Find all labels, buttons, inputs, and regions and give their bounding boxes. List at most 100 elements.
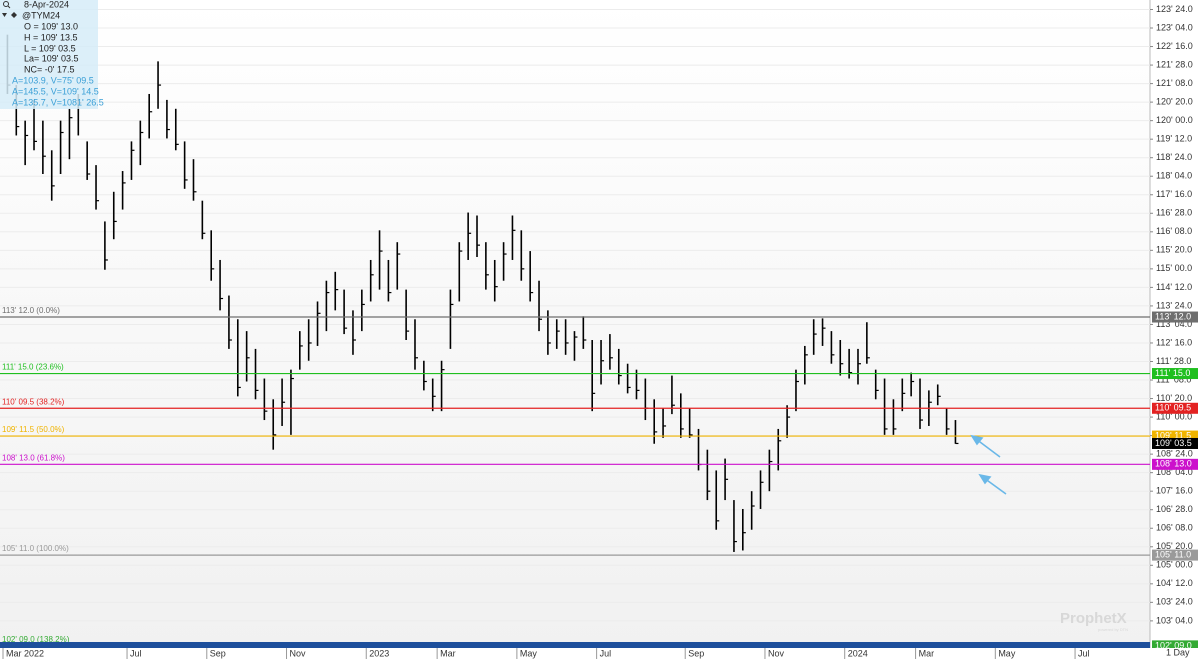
y-tick-label: 120' 20.0 <box>1156 96 1193 106</box>
level-axis-label: 111' 15.0 <box>1155 368 1190 378</box>
arrow <box>975 438 1001 458</box>
info-date: 8-Apr-2024 <box>24 0 69 9</box>
x-tick-label: Sep <box>210 648 226 658</box>
x-tick-label: Mar <box>919 648 935 658</box>
y-tick-label: 119' 12.0 <box>1156 134 1192 144</box>
level-axis-label: 102' 09.0 <box>1155 640 1192 650</box>
y-tick-label: 118' 24.0 <box>1156 152 1192 162</box>
y-tick-label: 108' 24.0 <box>1156 449 1193 459</box>
study-line: A=135.7, V=1081' 26.5 <box>12 97 104 107</box>
study-line: A=145.5, V=109' 14.5 <box>12 86 99 96</box>
last-price-label: 109' 03.5 <box>1155 438 1192 448</box>
symbol-icon <box>11 12 17 18</box>
info-line: L = 109' 03.5 <box>24 43 76 53</box>
info-line: NC= -0' 17.5 <box>24 64 75 74</box>
y-tick-label: 117' 16.0 <box>1156 189 1192 199</box>
level-label: 105' 11.0 (100.0%) <box>2 544 69 553</box>
info-background <box>0 0 98 109</box>
level-axis-box <box>1152 402 1198 414</box>
y-tick-label: 108' 04.0 <box>1156 467 1193 477</box>
level-label: 109' 11.5 (50.0%) <box>2 425 65 434</box>
arrow-head <box>978 473 992 485</box>
level-label: 113' 12.0 (0.0%) <box>2 306 60 315</box>
info-line: O = 109' 13.0 <box>24 21 78 31</box>
y-tick-label: 116' 28.0 <box>1156 208 1192 218</box>
level-axis-label: 109' 11.5 <box>1155 430 1191 440</box>
arrow-head <box>970 434 984 446</box>
x-tick-label: Mar 2022 <box>6 648 44 658</box>
y-tick-label: 123' 04.0 <box>1156 22 1193 32</box>
date-axis: Mar 2022 Jul Sep Nov 2023 Mar May Jul Sep Nov 2024… <box>2 648 1090 659</box>
y-tick-label: 106' 28.0 <box>1156 504 1193 514</box>
level-axis-label: 113' 12.0 <box>1155 311 1191 321</box>
y-tick-label: 106' 08.0 <box>1156 523 1193 533</box>
level-label: 102' 09.0 (138.2%) <box>2 635 70 644</box>
y-tick-label: 120' 00.0 <box>1156 115 1193 125</box>
y-tick-label: 104' 12.0 <box>1156 578 1193 588</box>
y-tick-label: 110' 20.0 <box>1156 393 1192 403</box>
watermark-sub: powered by DTN <box>1098 627 1128 632</box>
level-axis-label: 110' 09.5 <box>1155 403 1191 413</box>
x-tick-label: Jul <box>600 648 612 658</box>
y-tick-label: 110' 00.0 <box>1156 411 1192 421</box>
level-label: 110' 09.5 (38.2%) <box>2 397 65 406</box>
level-label: 108' 13.0 (61.8%) <box>2 453 65 462</box>
bars <box>6 34 959 552</box>
x-tick-label: May <box>998 648 1016 658</box>
y-tick-label: 121' 28.0 <box>1156 59 1193 69</box>
y-tick-label: 115' 20.0 <box>1156 245 1192 255</box>
x-tick-label: Nov <box>768 648 785 658</box>
y-tick-label: 103' 24.0 <box>1156 597 1193 607</box>
watermark: ProphetX <box>1060 610 1127 627</box>
x-tick-label: Mar <box>440 648 456 658</box>
level-axis-label: 108' 13.0 <box>1155 459 1192 469</box>
search-icon <box>3 1 9 7</box>
x-tick-label: 2024 <box>848 648 868 658</box>
level-axis-box <box>1152 368 1198 380</box>
level-axis-box <box>1152 311 1198 323</box>
y-tick-label: 113' 24.0 <box>1156 300 1192 310</box>
collapse-icon <box>2 13 7 17</box>
x-tick-label: May <box>520 648 538 658</box>
info-line: La= 109' 03.5 <box>24 53 79 63</box>
level-axis-label: 105' 11.0 <box>1155 549 1191 559</box>
date-axis-background <box>0 648 1200 659</box>
y-tick-label: 113' 04.0 <box>1156 319 1192 329</box>
info-panel: 8-Apr-2024 @TYM24 O = 109' 13.0 H = 109'… <box>0 0 104 109</box>
y-tick-label: 121' 08.0 <box>1156 78 1193 88</box>
levels: 113' 12.0 (0.0%) 113' 12.0 111' 15.0 (23.6… <box>0 306 1198 652</box>
y-tick-label: 114' 12.0 <box>1156 282 1192 292</box>
last-price-box <box>1152 437 1198 449</box>
y-tick-label: 116' 08.0 <box>1156 226 1192 236</box>
arrows <box>970 434 1007 495</box>
info-symbol: @TYM24 <box>22 10 60 20</box>
level-axis-box <box>1152 549 1198 561</box>
y-tick-label: 107' 16.0 <box>1156 486 1193 496</box>
x-tick-label: Nov <box>290 648 307 658</box>
y-tick-label: 112' 16.0 <box>1156 337 1192 347</box>
level-axis-box <box>1152 640 1198 652</box>
x-tick-label: Jul <box>1078 648 1090 658</box>
y-tick-label: 118' 04.0 <box>1156 171 1192 181</box>
y-tick-label: 111' 08.0 <box>1156 374 1191 384</box>
date-strip <box>0 642 1150 648</box>
study-line: A=103.9, V=75' 09.5 <box>12 75 94 85</box>
y-tick-label: 105' 00.0 <box>1156 560 1193 570</box>
search-icon <box>7 5 11 9</box>
info-line: H = 109' 13.5 <box>24 32 78 42</box>
x-tick-label: Sep <box>688 648 704 658</box>
x-tick-label: Jul <box>130 648 142 658</box>
y-tick-label: 115' 00.0 <box>1156 263 1192 273</box>
y-tick-label: 103' 04.0 <box>1156 615 1193 625</box>
y-tick-label: 123' 24.0 <box>1156 4 1193 14</box>
interval-label: 1 Day <box>1166 647 1190 657</box>
level-label: 111' 15.0 (23.6%) <box>2 363 64 372</box>
level-axis-box <box>1152 430 1198 442</box>
x-tick-label: 2023 <box>369 648 389 658</box>
y-tick-label: 111' 28.0 <box>1156 356 1191 366</box>
level-axis-box <box>1152 458 1198 470</box>
y-tick-label: 105' 20.0 <box>1156 541 1193 551</box>
